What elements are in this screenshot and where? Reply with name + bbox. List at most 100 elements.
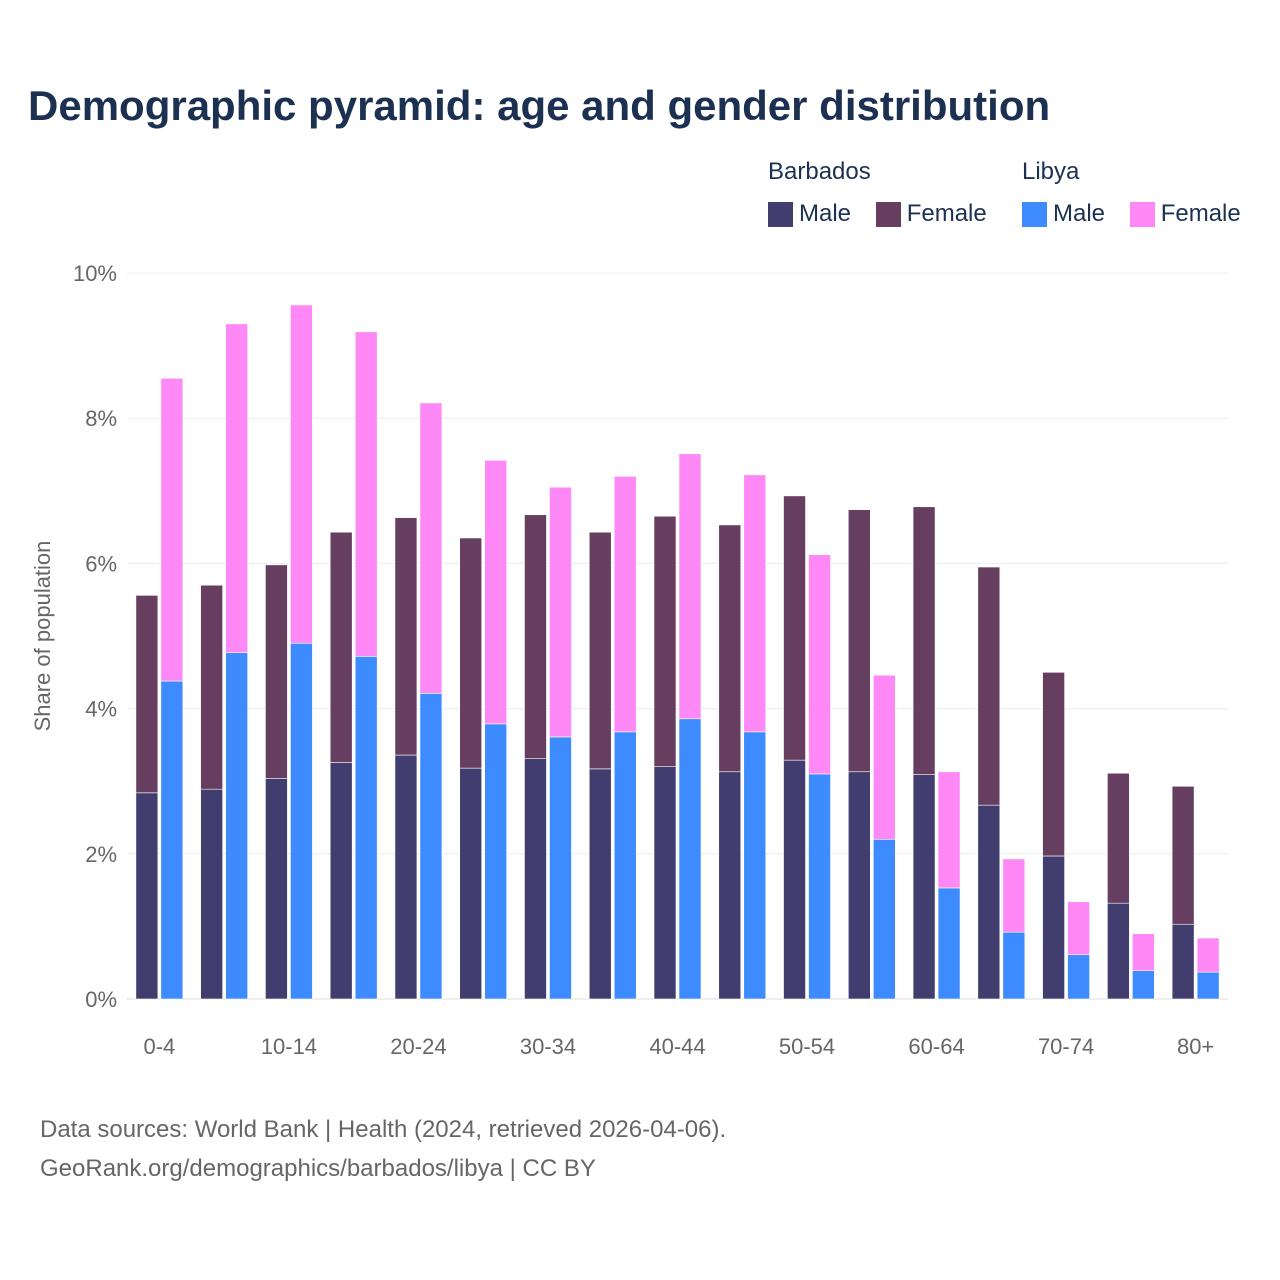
bar-barbados-female-0-4[interactable] (135, 595, 159, 794)
bar-barbados-female-45-49[interactable] (718, 524, 742, 773)
bar-barbados-male-75-79[interactable] (1107, 902, 1130, 1000)
bar-barbados-female-70-74[interactable] (1042, 671, 1065, 857)
x-tick-label: 40-44 (649, 1034, 705, 1059)
bar-libya-female-25-29[interactable] (484, 460, 508, 725)
bar-libya-female-60-64[interactable] (937, 771, 961, 889)
swatch-icon (1129, 201, 1155, 227)
bar-libya-male-50-54[interactable] (808, 773, 831, 1000)
bar-barbados-female-50-54[interactable] (783, 495, 806, 761)
y-tick-label: 0% (85, 987, 117, 1012)
bar-libya-female-80+[interactable] (1196, 937, 1220, 973)
y-axis-label: Share of population (30, 541, 55, 732)
bar-barbados-male-10-14[interactable] (265, 777, 288, 1000)
bar-barbados-male-65-69[interactable] (977, 804, 1001, 1000)
bar-libya-male-60-64[interactable] (937, 887, 961, 1000)
legend-libya: Libya Male Female (1022, 158, 1241, 234)
x-tick-label: 30-34 (520, 1034, 576, 1059)
bar-libya-female-20-24[interactable] (419, 402, 443, 694)
bar-barbados-female-65-69[interactable] (977, 566, 1001, 806)
swatch-icon (1022, 201, 1047, 227)
legend-item-libya-female[interactable]: Female (1129, 200, 1241, 228)
bar-libya-female-75-79[interactable] (1132, 933, 1155, 971)
bar-barbados-male-35-39[interactable] (588, 768, 612, 1000)
bar-libya-female-10-14[interactable] (290, 304, 313, 644)
bar-libya-male-10-14[interactable] (290, 642, 313, 1000)
bar-barbados-female-40-44[interactable] (653, 515, 677, 767)
bar-libya-female-40-44[interactable] (678, 453, 702, 720)
bar-libya-male-20-24[interactable] (419, 693, 443, 1000)
bar-libya-male-45-49[interactable] (743, 731, 767, 1000)
y-tick-label: 2% (85, 842, 117, 867)
bar-libya-male-25-29[interactable] (484, 723, 508, 1000)
x-tick-label: 50-54 (779, 1034, 835, 1059)
x-tick-label: 60-64 (908, 1034, 964, 1059)
chart-title: Demographic pyramid: age and gender dist… (28, 82, 1051, 129)
bar-libya-male-15-19[interactable] (354, 656, 378, 1000)
footer-credit[interactable]: GeoRank.org/demographics/barbados/libya … (40, 1155, 596, 1182)
legend-label: Male (1053, 200, 1106, 227)
bar-barbados-male-50-54[interactable] (783, 759, 806, 1000)
x-tick-label: 20-24 (390, 1034, 446, 1059)
legend-barbados: Barbados Male Female (768, 158, 1005, 234)
bar-barbados-female-10-14[interactable] (265, 564, 288, 779)
bar-barbados-male-0-4[interactable] (135, 792, 159, 1000)
bar-barbados-male-60-64[interactable] (912, 774, 936, 1000)
x-tick-label: 10-14 (261, 1034, 317, 1059)
bar-libya-male-80+[interactable] (1196, 971, 1220, 1000)
legend-group-title: Libya (1022, 158, 1080, 185)
bar-barbados-female-80+[interactable] (1171, 785, 1195, 925)
bar-libya-male-35-39[interactable] (613, 731, 637, 1000)
bar-libya-female-15-19[interactable] (354, 331, 378, 657)
bar-libya-male-40-44[interactable] (678, 718, 702, 1000)
bar-libya-male-5-9[interactable] (225, 652, 248, 1000)
bar-barbados-male-30-34[interactable] (524, 758, 547, 1000)
bar-libya-female-0-4[interactable] (160, 377, 184, 682)
bar-libya-male-70-74[interactable] (1067, 954, 1090, 1000)
x-tick-label: 80+ (1177, 1034, 1214, 1059)
bar-barbados-female-15-19[interactable] (329, 531, 353, 763)
x-tick-label: 70-74 (1038, 1034, 1094, 1059)
bar-barbados-female-30-34[interactable] (524, 514, 547, 759)
legend-label: Male (799, 200, 852, 227)
bar-libya-male-75-79[interactable] (1132, 970, 1155, 1000)
legend-item-libya-male[interactable]: Male (1022, 200, 1105, 228)
y-tick-label: 4% (85, 697, 117, 722)
bar-barbados-female-20-24[interactable] (394, 517, 418, 756)
bar-barbados-male-15-19[interactable] (329, 762, 353, 1000)
bar-libya-female-35-39[interactable] (613, 475, 637, 733)
bar-libya-female-55-59[interactable] (872, 674, 896, 840)
legend-item-barbados-male[interactable]: Male (768, 200, 851, 228)
bar-barbados-male-5-9[interactable] (200, 788, 223, 1000)
bar-barbados-male-55-59[interactable] (847, 771, 871, 1000)
y-tick-label: 6% (85, 551, 117, 576)
bar-libya-male-0-4[interactable] (160, 680, 184, 1000)
legend-label: Female (906, 200, 987, 227)
bar-barbados-female-35-39[interactable] (588, 531, 612, 770)
legend-group-title: Barbados (768, 158, 871, 185)
footer-source: Data sources: World Bank | Health (2024,… (40, 1116, 727, 1143)
bar-barbados-female-75-79[interactable] (1107, 772, 1130, 904)
bar-barbados-male-40-44[interactable] (653, 766, 677, 1000)
bar-barbados-female-5-9[interactable] (200, 584, 223, 790)
bar-barbados-male-25-29[interactable] (459, 767, 483, 1000)
bar-libya-male-55-59[interactable] (872, 838, 896, 1000)
swatch-icon (875, 201, 901, 227)
bar-barbados-male-80+[interactable] (1171, 923, 1195, 1000)
bar-libya-female-70-74[interactable] (1067, 901, 1090, 956)
bar-libya-male-30-34[interactable] (549, 736, 572, 1000)
bar-barbados-female-60-64[interactable] (912, 506, 936, 775)
bar-barbados-female-25-29[interactable] (459, 537, 483, 769)
bar-barbados-male-70-74[interactable] (1042, 855, 1065, 1000)
legend-item-barbados-female[interactable]: Female (875, 200, 987, 228)
bar-libya-female-45-49[interactable] (743, 474, 767, 733)
y-tick-label: 10% (73, 261, 117, 286)
bar-libya-female-5-9[interactable] (225, 323, 248, 653)
bar-libya-male-65-69[interactable] (1002, 931, 1026, 1000)
bar-libya-female-65-69[interactable] (1002, 858, 1026, 933)
bar-barbados-male-20-24[interactable] (394, 754, 418, 1000)
bar-libya-female-30-34[interactable] (549, 486, 572, 738)
bar-libya-female-50-54[interactable] (808, 554, 831, 775)
bar-barbados-female-55-59[interactable] (847, 509, 871, 773)
bar-barbados-male-45-49[interactable] (718, 771, 742, 1000)
